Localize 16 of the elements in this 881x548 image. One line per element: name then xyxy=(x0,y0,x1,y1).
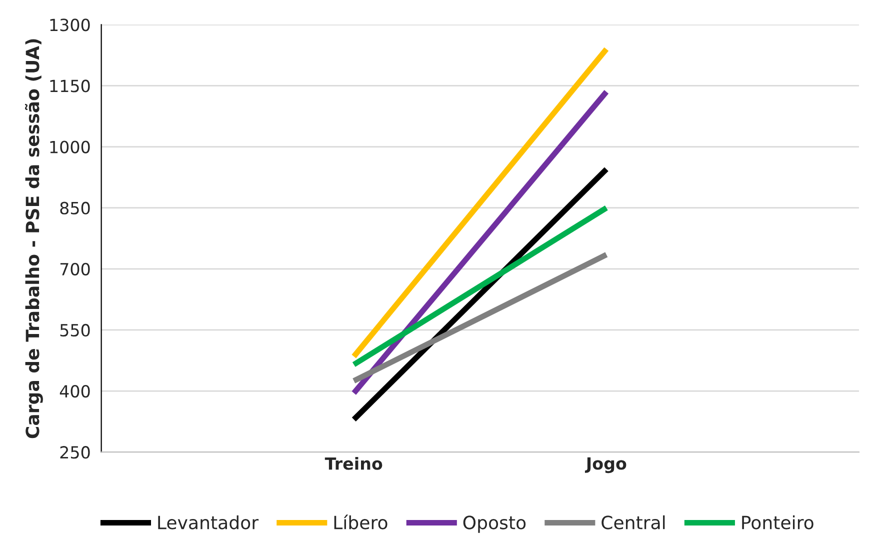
y-tick-label: 700 xyxy=(60,262,90,276)
y-tick-label: 850 xyxy=(60,202,90,214)
y-tick-label: 400 xyxy=(60,385,90,398)
y-tick-label: 1300 xyxy=(50,18,90,32)
y-tick-label: 1150 xyxy=(50,80,90,92)
x-tick-label: Treino xyxy=(324,456,382,470)
legend-label: Central xyxy=(602,515,665,530)
legend-label: Líbero xyxy=(334,514,388,530)
y-axis-title: Carga de Trabalho - PSE da sessão (UA) xyxy=(24,39,43,438)
y-tick-label: 550 xyxy=(60,324,90,337)
legend-label: Levantador xyxy=(158,515,259,530)
legend-label: Ponteiro xyxy=(742,515,814,530)
y-tick-label: 1000 xyxy=(50,140,90,154)
y-tick-label: 250 xyxy=(60,446,90,459)
legend-label: Oposto xyxy=(463,516,526,533)
x-tick-label: Jogo xyxy=(584,457,626,474)
